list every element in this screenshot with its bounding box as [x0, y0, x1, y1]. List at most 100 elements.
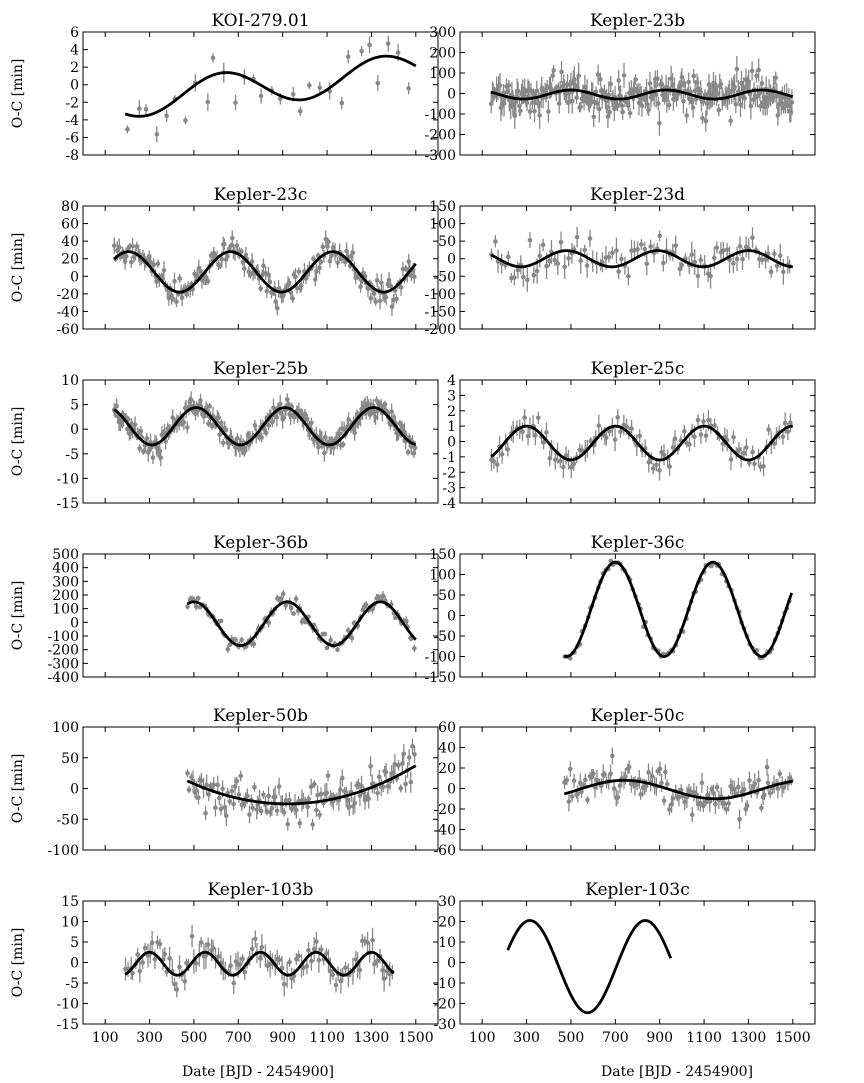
- data-point: [245, 793, 250, 799]
- data-point: [728, 457, 734, 462]
- data-point: [759, 257, 765, 263]
- data-point: [287, 959, 292, 965]
- data-point: [331, 445, 336, 450]
- kepler-36b-axes-frame: [82, 553, 439, 678]
- kepler-50b-y-axis-label: O-C [min]: [10, 754, 26, 824]
- kepler-36c-points: [562, 558, 792, 661]
- data-point: [700, 115, 705, 121]
- data-point: [687, 96, 692, 102]
- data-point: [558, 239, 564, 245]
- data-point: [347, 804, 352, 810]
- kepler-25b-y-axis-label: O-C [min]: [10, 407, 26, 477]
- data-point: [657, 468, 662, 473]
- kepler-23c-points: [111, 230, 417, 316]
- y-tick-label: 20: [61, 252, 79, 268]
- data-point: [184, 292, 190, 297]
- y-tick-label: 5: [70, 398, 79, 414]
- data-point: [215, 782, 221, 788]
- data-point: [512, 113, 518, 119]
- data-point: [206, 421, 211, 426]
- data-point: [352, 430, 357, 436]
- data-point: [633, 77, 638, 82]
- kepler-50c-model-curve: [563, 778, 794, 801]
- data-point: [615, 415, 621, 420]
- data-point: [310, 822, 315, 827]
- data-point: [286, 401, 291, 407]
- data-point: [625, 103, 631, 108]
- y-tick-label: -2: [65, 95, 79, 111]
- y-tick-label: -8: [65, 148, 79, 164]
- kepler-103b-title: Kepler-103b: [208, 880, 314, 900]
- y-tick-label: 0: [447, 87, 456, 103]
- data-point: [389, 409, 394, 414]
- data-point: [258, 286, 263, 291]
- data-point: [620, 109, 625, 115]
- data-point: [752, 781, 758, 787]
- data-point: [524, 100, 530, 106]
- data-point: [581, 98, 587, 104]
- data-point: [588, 438, 594, 444]
- data-point: [276, 784, 282, 789]
- data-point: [279, 965, 285, 971]
- y-tick-label: -200: [425, 128, 456, 144]
- data-point: [317, 812, 322, 818]
- y-tick-label: -150: [425, 670, 456, 686]
- y-tick-label: 0: [70, 269, 79, 285]
- data-point: [198, 940, 204, 945]
- y-tick-label: -5: [65, 447, 79, 463]
- data-point: [251, 641, 257, 647]
- x-tick-label: 100: [469, 1030, 496, 1046]
- x-axis-label-right: Date [BJD - 2454900]: [601, 1064, 753, 1080]
- data-point: [667, 464, 672, 469]
- data-point: [582, 247, 588, 253]
- data-point: [274, 414, 280, 420]
- koi-279-01-points: [125, 35, 411, 143]
- y-tick-label: 300: [52, 574, 79, 590]
- data-point: [304, 963, 310, 969]
- data-point: [506, 254, 511, 260]
- data-point: [781, 269, 786, 275]
- data-point: [372, 961, 377, 967]
- y-tick-label: -10: [433, 976, 456, 992]
- data-point: [233, 100, 238, 105]
- data-point: [750, 449, 755, 455]
- data-point: [290, 91, 296, 97]
- data-point: [646, 459, 652, 465]
- y-tick-label: -60: [56, 322, 79, 338]
- y-tick-label: 15: [61, 894, 79, 910]
- kepler-23c-model-curve: [113, 250, 417, 294]
- data-point: [494, 462, 500, 467]
- data-point: [741, 787, 747, 792]
- data-point: [740, 256, 745, 262]
- y-tick-label: 6: [70, 25, 79, 41]
- kepler-36c-model-curve: [563, 560, 794, 658]
- data-point: [277, 401, 283, 407]
- data-point: [504, 89, 510, 95]
- data-point: [766, 427, 771, 432]
- x-tick-label: 1300: [731, 1030, 767, 1046]
- data-point: [714, 784, 720, 790]
- data-point: [223, 813, 229, 818]
- data-point: [327, 968, 333, 974]
- data-point: [694, 80, 700, 85]
- data-point: [664, 781, 670, 787]
- data-point: [650, 774, 655, 779]
- data-point: [220, 440, 226, 446]
- data-point: [283, 797, 289, 803]
- data-point: [306, 947, 311, 953]
- data-point: [231, 980, 237, 986]
- data-point: [739, 80, 744, 86]
- y-tick-label: 0: [447, 782, 456, 798]
- data-point: [379, 280, 384, 286]
- data-point: [324, 951, 329, 956]
- data-point: [493, 239, 498, 244]
- data-point: [595, 72, 601, 78]
- kepler-103c-title: Kepler-103c: [585, 880, 690, 900]
- kepler-23d-model-curve: [490, 249, 793, 269]
- data-point: [618, 93, 623, 99]
- data-point: [247, 812, 252, 817]
- data-point: [340, 775, 345, 781]
- data-point: [263, 430, 269, 436]
- data-point: [661, 798, 667, 804]
